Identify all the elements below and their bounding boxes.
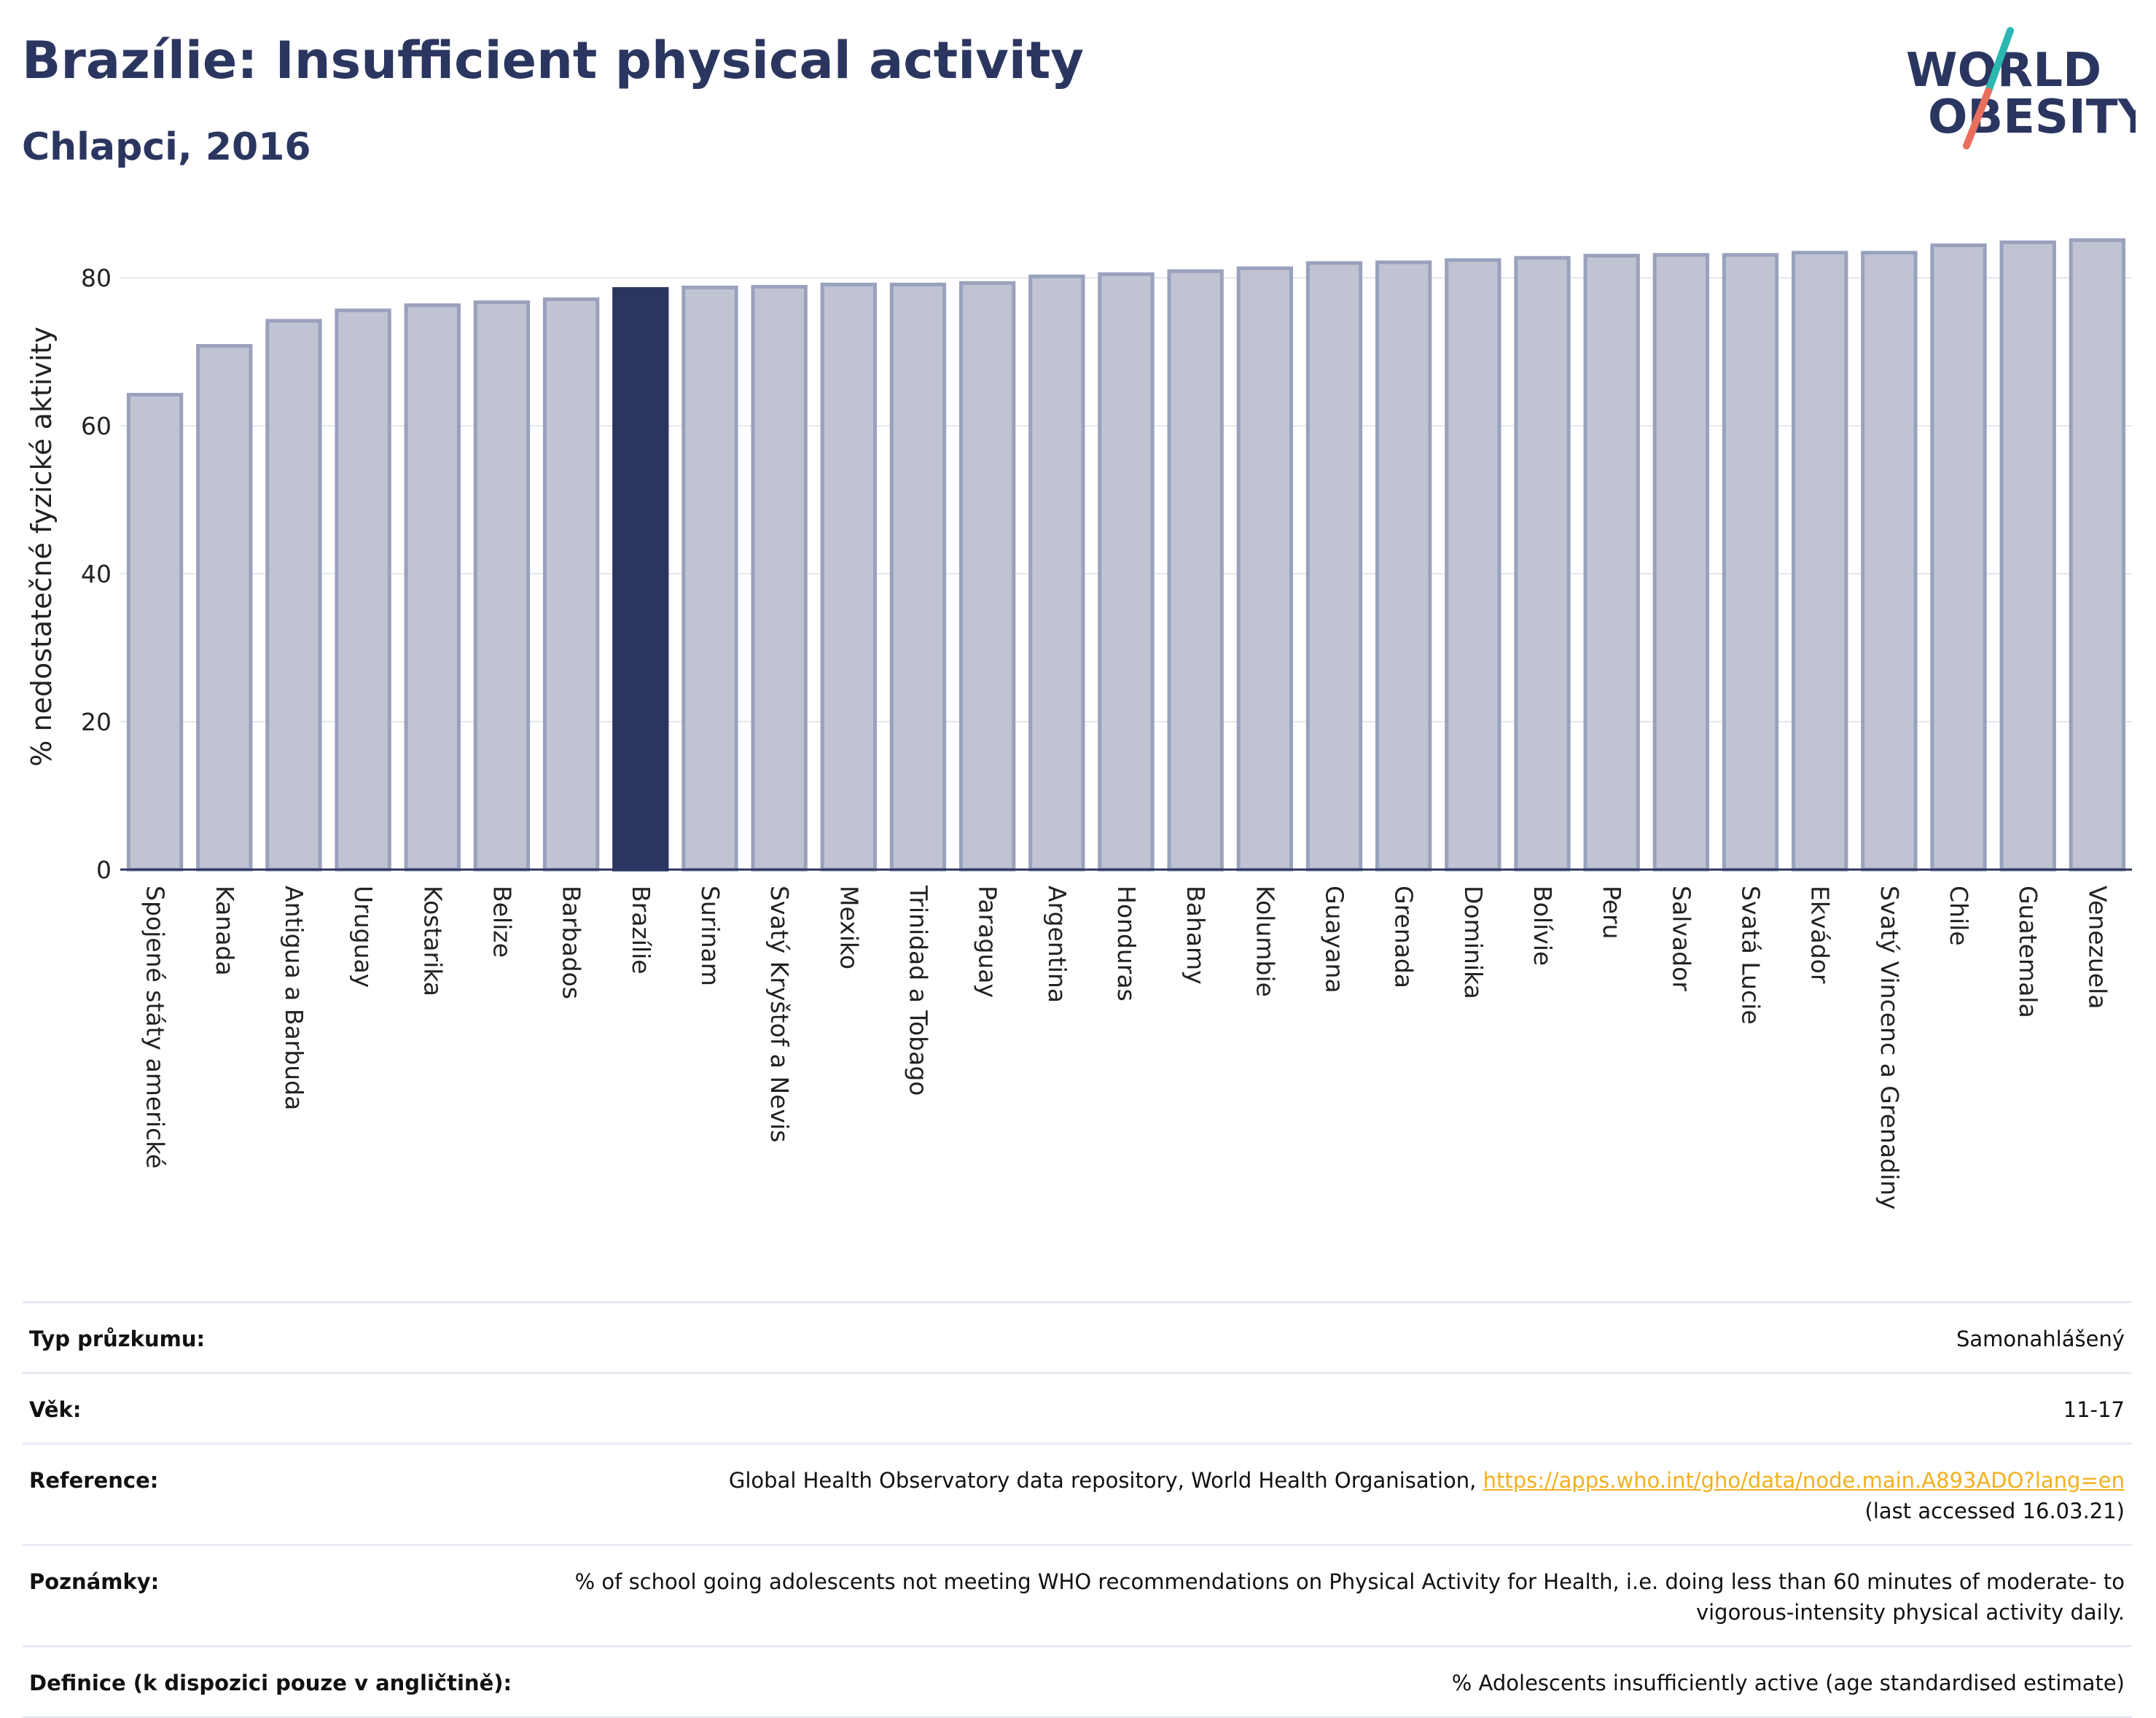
bars <box>126 238 2126 872</box>
y-tick-label: 40 <box>81 560 112 588</box>
info-label: Věk: <box>29 1397 82 1422</box>
bar-surinam <box>681 285 738 872</box>
bar-bahamy <box>1167 269 1224 872</box>
logo-slash-teal <box>1985 27 2014 95</box>
x-tick-label: Spojené státy americké <box>141 886 170 1168</box>
x-tick-label: Brazílie <box>627 886 655 975</box>
bar-kolumbie <box>1236 266 1294 872</box>
info-table: Typ průzkumu: Samonahlášený Věk: 11-17 R… <box>22 1301 2132 1718</box>
bar-grenada <box>1375 260 1432 872</box>
bar-guatemala <box>1999 240 2056 872</box>
info-value: % of school going adolescents not meetin… <box>574 1569 2125 1625</box>
logo-line2: OBESITY <box>1928 90 2136 144</box>
x-tick-label: Svatý Kryštof a Nevis <box>765 886 794 1142</box>
bar-ekv-dor <box>1792 251 1848 872</box>
bar-honduras <box>1098 272 1155 872</box>
x-tick-label: Kostarika <box>418 886 447 996</box>
x-tick-label: Bahamy <box>1181 886 1210 985</box>
x-tick-label: Peru <box>1598 886 1626 940</box>
bar-paraguay <box>958 281 1016 872</box>
y-tick-label: 60 <box>81 412 112 440</box>
bar-mexiko <box>820 282 877 872</box>
x-tick-label: Argentina <box>1043 886 1071 1003</box>
page-title: Brazílie: Insufficient physical activity <box>22 31 1084 90</box>
bar-chart: 0 20 40 60 80 Spojené státy americké Kanada An… <box>26 238 2132 1210</box>
bar-spojen-st-ty-americk- <box>126 393 184 872</box>
info-label: Definice (k dispozici pouze v angličtině… <box>29 1671 512 1695</box>
bar-kanada <box>196 344 253 872</box>
x-tick-label: Grenada <box>1390 886 1418 988</box>
x-tick-label: Kanada <box>211 886 239 976</box>
info-value: % Adolescents insufficiently active (age… <box>1451 1671 2125 1695</box>
reference-accessed: (last accessed 16.03.21) <box>1864 1499 2125 1523</box>
info-label: Reference: <box>29 1468 159 1493</box>
bar-belize <box>473 300 531 872</box>
x-tick-label: Chile <box>1945 886 1973 946</box>
bar-peru <box>1583 254 1640 872</box>
x-tick-label: Trinidad a Tobago <box>904 885 932 1096</box>
bar-braz-lie <box>612 286 669 872</box>
bar-kostarika <box>404 303 461 872</box>
world-obesity-logo: WORLD OBESITY <box>1906 27 2136 149</box>
x-tick-label: Svatá Lucie <box>1737 886 1765 1025</box>
info-row-reference: Reference: Global Health Observatory dat… <box>22 1442 2132 1544</box>
info-label: Poznámky: <box>29 1569 160 1594</box>
x-tick-label: Guayana <box>1321 886 1349 993</box>
info-value: Samonahlášený <box>1956 1327 2125 1351</box>
info-row-notes: Poznámky: % of school going adolescents … <box>22 1544 2132 1645</box>
reference-link[interactable]: https://apps.who.int/gho/data/node.main.… <box>1483 1468 2125 1493</box>
bar-uruguay <box>335 308 391 872</box>
bar-svat-kry-tof-a-nevis <box>751 284 808 872</box>
reference-text: Global Health Observatory data repositor… <box>728 1468 1483 1493</box>
y-tick-labels: 0 20 40 60 80 <box>81 264 112 884</box>
y-axis-label: % nedostatečné fyzické aktivity <box>26 327 58 767</box>
y-tick-label: 0 <box>96 856 112 884</box>
bar-salvador <box>1652 253 1710 872</box>
bar-trinidad-a-tobago <box>889 282 947 872</box>
logo-slash-coral <box>1963 87 1992 149</box>
page-subtitle: Chlapci, 2016 <box>22 125 311 169</box>
x-tick-label: Mexiko <box>835 886 863 969</box>
x-tick-label: Kolumbie <box>1251 886 1279 997</box>
x-tick-label: Svatý Vincenc a Grenadiny <box>1875 886 1904 1210</box>
x-tick-label: Uruguay <box>349 886 378 988</box>
bar-guayana <box>1305 261 1363 872</box>
x-tick-label: Venezuela <box>2083 886 2112 1009</box>
bar-antigua-a-barbuda <box>265 319 322 872</box>
info-value: 11-17 <box>2063 1397 2125 1422</box>
x-tick-label: Salvador <box>1667 886 1695 991</box>
x-tick-label: Barbados <box>558 886 586 999</box>
bar-svat-lucie <box>1722 253 1779 872</box>
x-tick-label: Surinam <box>696 886 724 986</box>
x-tick-label: Belize <box>488 886 516 958</box>
y-tick-label: 20 <box>81 708 112 736</box>
bar-argentina <box>1028 274 1085 872</box>
bar-svat-vincenc-a-grenadiny <box>1861 251 1918 872</box>
x-tick-label: Ekvádor <box>1806 886 1835 984</box>
y-tick-label: 80 <box>81 264 112 292</box>
x-tick-label: Dominika <box>1459 886 1488 999</box>
x-tick-label: Honduras <box>1112 886 1141 1001</box>
x-tick-label: Bolívie <box>1528 886 1557 966</box>
bar-barbados <box>542 297 600 872</box>
info-label: Typ průzkumu: <box>29 1327 206 1351</box>
bar-bol-vie <box>1514 256 1571 872</box>
info-row-survey-type: Typ průzkumu: Samonahlášený <box>22 1301 2132 1372</box>
x-tick-label: Paraguay <box>974 886 1002 998</box>
x-tick-labels: Spojené státy americké Kanada Antigua a Ba… <box>141 885 2112 1210</box>
info-row-definition: Definice (k dispozici pouze v angličtině… <box>22 1645 2132 1718</box>
x-tick-label: Guatemala <box>2014 886 2042 1018</box>
bar-dominika <box>1445 258 1501 872</box>
info-row-age: Věk: 11-17 <box>22 1372 2132 1442</box>
info-value: Global Health Observatory data repositor… <box>729 1465 2125 1526</box>
x-tick-label: Antigua a Barbuda <box>280 886 308 1110</box>
bar-venezuela <box>2069 238 2126 872</box>
bar-chile <box>1930 243 1987 872</box>
